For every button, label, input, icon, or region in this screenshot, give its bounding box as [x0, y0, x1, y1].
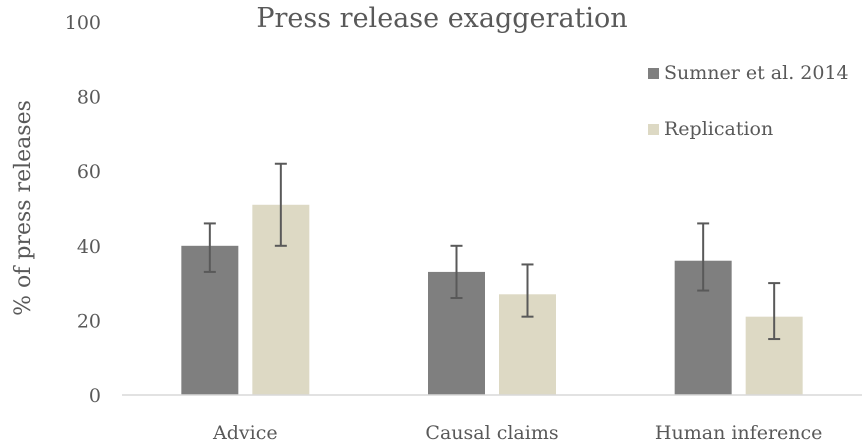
chart-title: Press release exaggeration — [256, 3, 627, 34]
error-bar — [203, 222, 216, 273]
bars-group — [181, 204, 803, 395]
x-axis-categories: Advice Causal claims Human inference — [212, 422, 822, 444]
error-bar — [450, 244, 463, 300]
y-tick-label: 20 — [77, 310, 101, 332]
legend-swatch — [648, 68, 659, 79]
y-tick-label: 40 — [77, 236, 101, 258]
legend-label: Replication — [664, 118, 773, 140]
y-tick-label: 80 — [77, 87, 101, 109]
x-tick-label: Advice — [212, 422, 278, 444]
y-axis-ticks: 0 20 40 60 80 100 — [65, 12, 101, 407]
x-tick-label: Causal claims — [425, 422, 558, 444]
y-axis-label: % of press releases — [11, 100, 36, 316]
x-tick-label: Human inference — [655, 422, 822, 444]
y-tick-label: 100 — [65, 12, 101, 34]
error-bar — [768, 282, 781, 341]
error-bar — [697, 222, 710, 292]
legend: Sumner et al. 2014 Replication — [648, 62, 849, 140]
legend-label: Sumner et al. 2014 — [664, 62, 849, 84]
y-tick-label: 60 — [77, 161, 101, 183]
error-bar — [521, 263, 534, 318]
error-bar — [274, 162, 287, 247]
legend-swatch — [648, 124, 659, 135]
error-bars-group — [203, 162, 781, 341]
y-tick-label: 0 — [89, 385, 101, 407]
